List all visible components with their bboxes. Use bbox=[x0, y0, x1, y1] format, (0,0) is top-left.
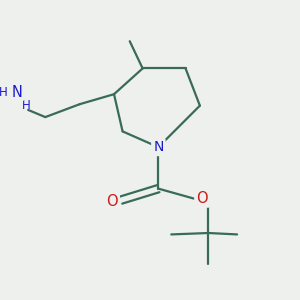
Text: O: O bbox=[106, 194, 118, 209]
Text: N: N bbox=[153, 140, 164, 154]
Text: H: H bbox=[0, 86, 8, 99]
Text: O: O bbox=[196, 190, 208, 206]
Text: N: N bbox=[11, 85, 22, 100]
Text: H: H bbox=[22, 99, 31, 112]
